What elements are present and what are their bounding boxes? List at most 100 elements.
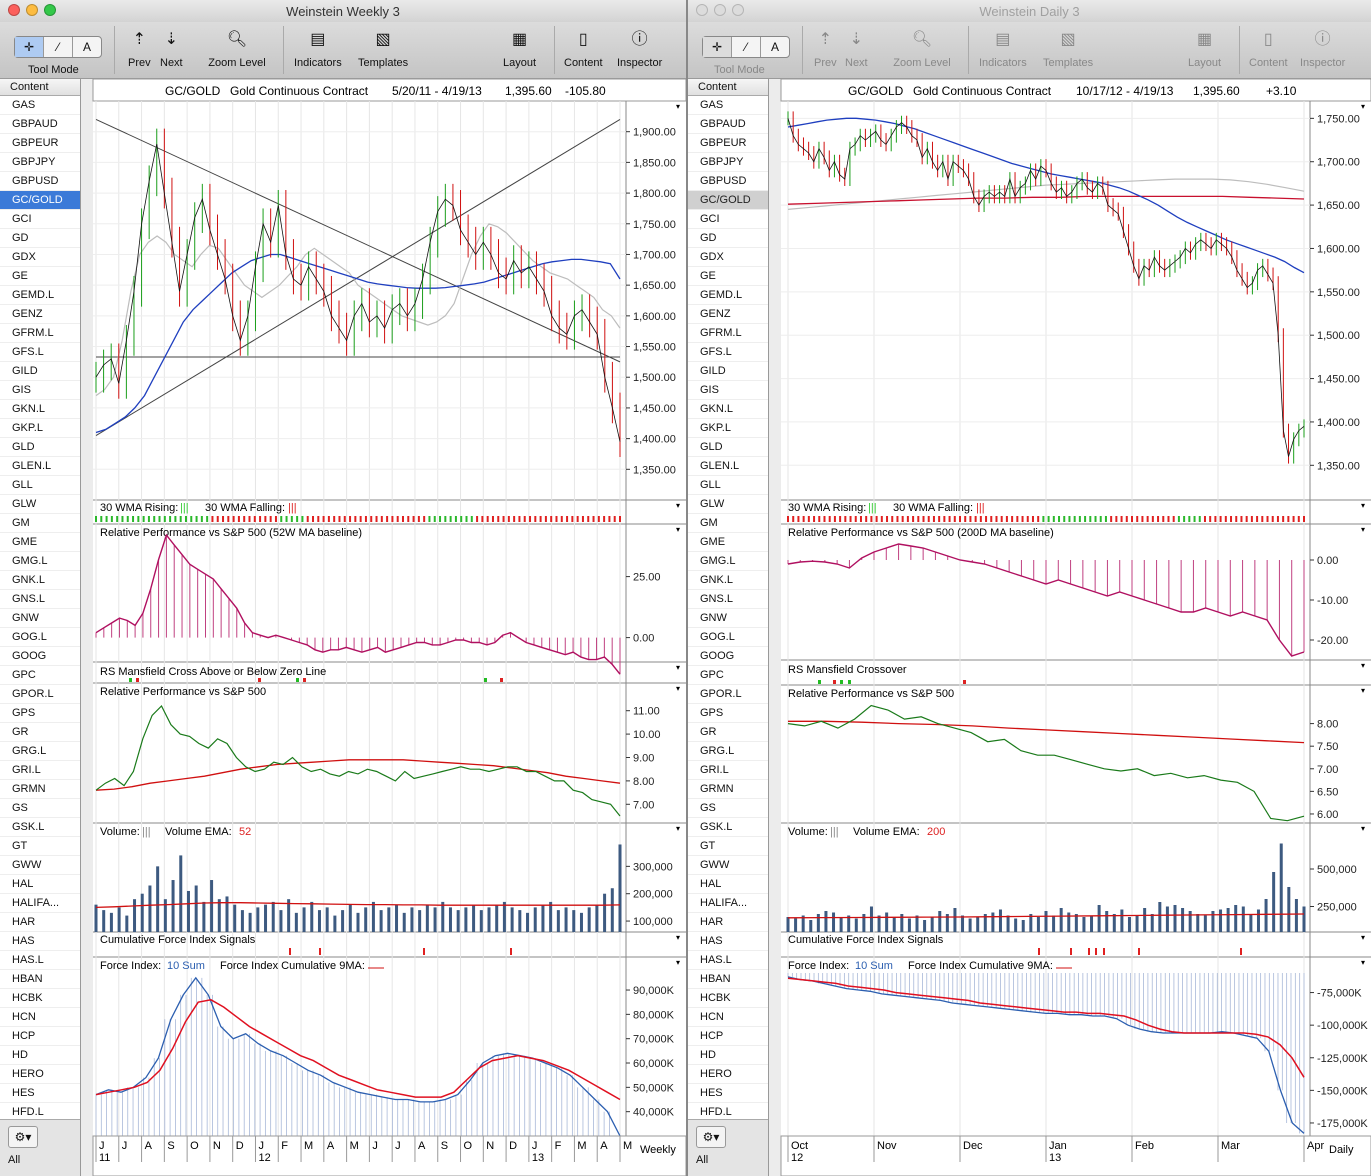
sidebar-item[interactable]: GME <box>0 533 80 552</box>
gear-icon[interactable]: ⚙▾ <box>8 1126 38 1148</box>
sidebar-item[interactable]: HAL <box>688 875 768 894</box>
content-header[interactable]: Content <box>688 79 768 96</box>
sidebar-item[interactable]: HAR <box>0 913 80 932</box>
sidebar-item[interactable]: HAL <box>0 875 80 894</box>
sidebar-item[interactable]: GRG.L <box>0 742 80 761</box>
layout-button[interactable]: ▦ Layout <box>1188 26 1221 69</box>
sidebar-item[interactable]: GRMN <box>688 780 768 799</box>
sidebar-item[interactable]: GSK.L <box>0 818 80 837</box>
zoom-level-control[interactable]: 🔍︎ Zoom Level <box>890 26 954 69</box>
sidebar-item[interactable]: GS <box>688 799 768 818</box>
sidebar-item[interactable]: GC/GOLD <box>688 191 768 210</box>
sidebar-item[interactable]: GT <box>0 837 80 856</box>
sidebar-item[interactable]: HCBK <box>688 989 768 1008</box>
sidebar-item[interactable]: HAR <box>688 913 768 932</box>
sidebar-item[interactable]: GAS <box>0 96 80 115</box>
sidebar-item[interactable]: GRG.L <box>688 742 768 761</box>
sidebar-item[interactable]: HES <box>0 1084 80 1103</box>
gear-icon[interactable]: ⚙▾ <box>696 1126 726 1148</box>
sidebar-item[interactable]: GBPAUD <box>0 115 80 134</box>
minimize-button[interactable] <box>714 4 726 16</box>
sidebar-item[interactable]: GT <box>688 837 768 856</box>
templates-button[interactable]: ▧ Templates <box>358 26 408 69</box>
next-button[interactable]: ⇣ Next <box>160 26 183 69</box>
sidebar-item[interactable]: HAS.L <box>688 951 768 970</box>
sidebar-item[interactable]: GNS.L <box>0 590 80 609</box>
sidebar-item[interactable]: GEMD.L <box>688 286 768 305</box>
sidebar-item[interactable]: GLD <box>0 438 80 457</box>
content-button[interactable]: ▯ Content <box>564 26 603 69</box>
sidebar-item[interactable]: GBPJPY <box>0 153 80 172</box>
sidebar-item[interactable]: HAS <box>0 932 80 951</box>
sidebar-item[interactable]: GILD <box>0 362 80 381</box>
indicators-button[interactable]: ▤ Indicators <box>979 26 1027 69</box>
inspector-button[interactable]: ⓘ Inspector <box>617 26 662 69</box>
line-tool-icon[interactable]: ⁄ <box>732 37 761 57</box>
sidebar-item[interactable]: GCI <box>688 210 768 229</box>
crosshair-tool-icon[interactable]: ✛ <box>15 37 44 57</box>
sidebar-item[interactable]: HALIFA... <box>0 894 80 913</box>
sidebar-item[interactable]: GKN.L <box>0 400 80 419</box>
sidebar-item[interactable]: GNS.L <box>688 590 768 609</box>
sidebar-item[interactable]: HALIFA... <box>688 894 768 913</box>
zoom-button[interactable] <box>44 4 56 16</box>
sidebar-item[interactable]: GIS <box>0 381 80 400</box>
sidebar-item[interactable]: GE <box>688 267 768 286</box>
sidebar-item[interactable]: GLEN.L <box>0 457 80 476</box>
sidebar-item[interactable]: GNW <box>0 609 80 628</box>
sidebar-item[interactable]: HCN <box>688 1008 768 1027</box>
sidebar-item[interactable]: GPOR.L <box>0 685 80 704</box>
sidebar-item[interactable]: GBPJPY <box>688 153 768 172</box>
sidebar-item[interactable]: HAS.L <box>0 951 80 970</box>
sidebar-item[interactable]: GPC <box>0 666 80 685</box>
all-filter[interactable]: All <box>8 1154 21 1166</box>
tool-mode-selector[interactable]: ✛ ⁄ A <box>702 36 790 58</box>
tool-mode-selector[interactable]: ✛ ⁄ A <box>14 36 102 58</box>
sidebar-item[interactable]: HERO <box>0 1065 80 1084</box>
templates-button[interactable]: ▧ Templates <box>1043 26 1093 69</box>
sidebar-item[interactable]: HBAN <box>0 970 80 989</box>
sidebar-item[interactable]: GNK.L <box>688 571 768 590</box>
sidebar-item[interactable]: GM <box>0 514 80 533</box>
sidebar-item[interactable]: GMG.L <box>0 552 80 571</box>
sidebar-item[interactable]: GDX <box>0 248 80 267</box>
sidebar-item[interactable]: HAS <box>688 932 768 951</box>
sidebar-item[interactable]: GLEN.L <box>688 457 768 476</box>
sidebar-item[interactable]: GC/GOLD <box>0 191 80 210</box>
sidebar-item[interactable]: GPC <box>688 666 768 685</box>
sidebar-item[interactable]: GMG.L <box>688 552 768 571</box>
sidebar-item[interactable]: GENZ <box>688 305 768 324</box>
sidebar-item[interactable]: HES <box>688 1084 768 1103</box>
sidebar-item[interactable]: GBPEUR <box>0 134 80 153</box>
sidebar-item[interactable]: GE <box>0 267 80 286</box>
sidebar-item[interactable]: GR <box>0 723 80 742</box>
sidebar-item[interactable]: GRMN <box>0 780 80 799</box>
sidebar-item[interactable]: GBPEUR <box>688 134 768 153</box>
line-tool-icon[interactable]: ⁄ <box>44 37 73 57</box>
sidebar-item[interactable]: GFS.L <box>0 343 80 362</box>
sidebar-item[interactable]: GLW <box>0 495 80 514</box>
sidebar-item[interactable]: GBPAUD <box>688 115 768 134</box>
sidebar-item[interactable]: GAS <box>688 96 768 115</box>
sidebar-item[interactable]: GPS <box>0 704 80 723</box>
sidebar-item[interactable]: GBPUSD <box>688 172 768 191</box>
content-button[interactable]: ▯ Content <box>1249 26 1288 69</box>
sidebar-item[interactable]: GENZ <box>0 305 80 324</box>
all-filter[interactable]: All <box>696 1154 709 1166</box>
sidebar-item[interactable]: HCBK <box>0 989 80 1008</box>
indicators-button[interactable]: ▤ Indicators <box>294 26 342 69</box>
sidebar-item[interactable]: GOG.L <box>688 628 768 647</box>
sidebar-item[interactable]: GOOG <box>0 647 80 666</box>
sidebar-item[interactable]: GKP.L <box>0 419 80 438</box>
sidebar-item[interactable]: GSK.L <box>688 818 768 837</box>
sidebar-item[interactable]: GWW <box>0 856 80 875</box>
sidebar-item[interactable]: GOOG <box>688 647 768 666</box>
next-button[interactable]: ⇣ Next <box>845 26 868 69</box>
sidebar-item[interactable]: GCI <box>0 210 80 229</box>
sidebar-item[interactable]: GKN.L <box>688 400 768 419</box>
inspector-button[interactable]: ⓘ Inspector <box>1300 26 1345 69</box>
sidebar-item[interactable]: GNW <box>688 609 768 628</box>
sidebar-item[interactable]: GME <box>688 533 768 552</box>
sidebar-item[interactable]: GOG.L <box>0 628 80 647</box>
sidebar-item[interactable]: GLL <box>0 476 80 495</box>
